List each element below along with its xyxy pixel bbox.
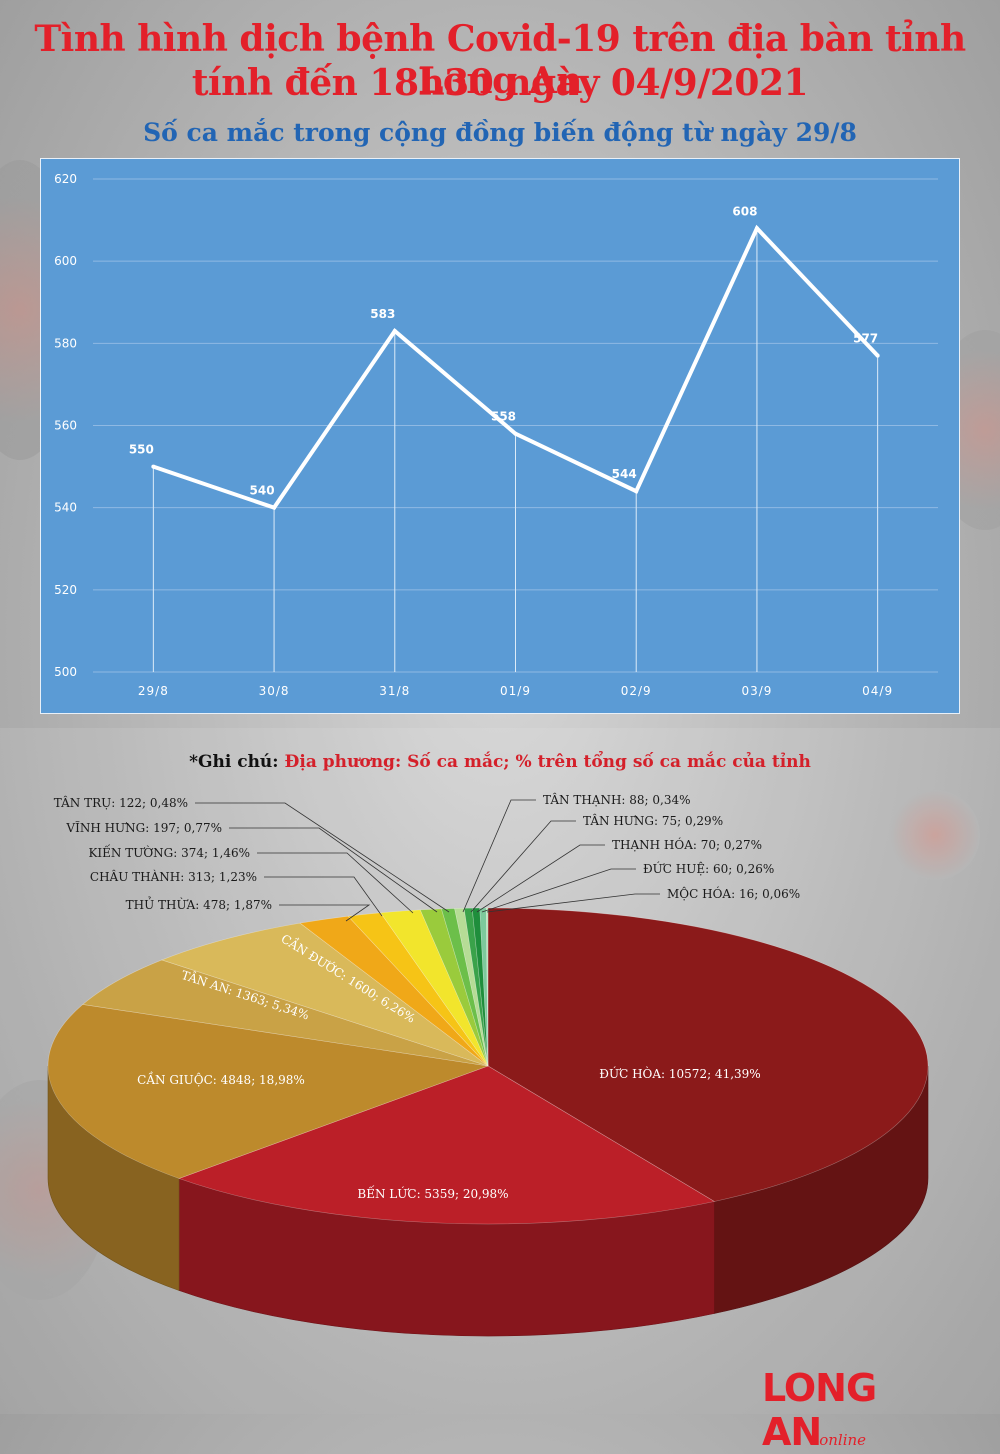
leader-line — [257, 852, 414, 914]
slice-label: CẦN GIUỘC: 4848; 18,98% — [137, 1070, 305, 1087]
y-tick-label: 600 — [54, 254, 77, 268]
pie-slice — [47, 1004, 489, 1179]
background-virus-decoration — [890, 790, 980, 880]
slice-label: TÂN HƯNG: 75; 0,29% — [583, 813, 723, 828]
page-title: Tình hình dịch bệnh Covid-19 trên địa bà… — [34, 18, 966, 102]
pie-chart-note: *Ghi chú: Địa phương: Số ca mắc; % trên … — [0, 752, 1000, 772]
page-title-date: tính đến 18h30 ngày 04/9/2021 — [191, 62, 809, 104]
x-tick-label: 29/8 — [138, 684, 169, 698]
pie-slice — [178, 1065, 716, 1225]
y-tick-label: 620 — [54, 172, 77, 186]
slice-label: THẠNH HÓA: 70; 0,27% — [612, 836, 762, 852]
data-label: 544 — [612, 467, 637, 481]
leader-line — [470, 820, 576, 913]
data-label: 577 — [853, 332, 878, 346]
leader-line — [279, 904, 371, 922]
slice-label: TÂN TRỤ: 122; 0,48% — [54, 795, 188, 810]
pie-slice — [441, 908, 489, 1067]
data-label: 550 — [129, 443, 154, 457]
slice-label: BẾN LỨC: 5359; 20,98% — [357, 1184, 508, 1201]
x-tick-label: 31/8 — [379, 684, 410, 698]
pie-chart: ĐỨC HÒA: 10572; 41,39% BẾN LỨC: 5359; 20,… — [47, 792, 929, 1337]
y-tick-label: 500 — [54, 665, 77, 679]
brand-logo: LONG ANonline — [762, 1366, 992, 1454]
slice-label: CHÂU THÀNH: 313; 1,23% — [90, 869, 257, 884]
pie-slice — [471, 907, 489, 1067]
data-point — [151, 464, 156, 469]
y-tick-label: 560 — [54, 419, 77, 433]
leader-line — [462, 799, 536, 913]
note-value: Địa phương: Số ca mắc; % trên tổng số ca… — [284, 752, 811, 772]
pie-slice — [419, 908, 489, 1067]
x-tick-label: 01/9 — [500, 684, 531, 698]
x-tick-label: 04/9 — [862, 684, 893, 698]
slice-label: ĐỨC HUỆ: 60; 0,26% — [643, 860, 774, 876]
logo-sub-text: online — [819, 1431, 867, 1449]
pie-slice — [487, 907, 929, 1202]
data-label: 608 — [732, 204, 757, 218]
data-point — [513, 431, 518, 436]
leader-line — [195, 802, 450, 913]
data-label: 583 — [370, 307, 395, 321]
data-point — [754, 226, 759, 231]
pie-top — [47, 907, 929, 1225]
leader-line — [476, 844, 605, 913]
slice-label: ĐỨC HÒA: 10572; 41,39% — [599, 1065, 760, 1081]
y-tick-label: 540 — [54, 501, 77, 515]
pie-slice — [82, 959, 489, 1067]
pie-slice — [299, 915, 489, 1067]
slice-label: MỘC HÓA: 16; 0,06% — [667, 885, 800, 901]
pie-slice — [380, 909, 489, 1067]
slice-label: KIẾN TƯỜNG: 374; 1,46% — [88, 843, 250, 860]
pie-slice — [463, 907, 489, 1067]
x-tick-label: 02/9 — [621, 684, 652, 698]
line-chart: 500 520 540 560 580 600 620 550 540 583 558 544 608 5… — [54, 172, 938, 698]
slice-label: TÂN THẠNH: 88; 0,34% — [543, 792, 691, 807]
slice-label: VĨNH HƯNG: 197; 0,77% — [65, 820, 222, 835]
leader-line — [486, 893, 660, 913]
pie-slice — [347, 912, 489, 1067]
slice-label: THỦ THỪA: 478; 1,87% — [126, 895, 272, 912]
x-tick-label: 03/9 — [741, 684, 772, 698]
line-chart-panel: 500 520 540 560 580 600 620 550 540 583 558 544 608 5… — [40, 158, 960, 714]
data-point — [272, 505, 277, 510]
note-key: *Ghi chú: — [189, 752, 285, 772]
line-chart-subtitle: Số ca mắc trong cộng đồng biến động từ n… — [143, 118, 857, 147]
data-point — [875, 353, 880, 358]
x-tick-label: 30/8 — [259, 684, 290, 698]
y-tick-label: 520 — [54, 583, 77, 597]
data-point — [634, 489, 639, 494]
pie-slice — [485, 907, 489, 1067]
pie-slice — [160, 922, 489, 1067]
data-label: 540 — [250, 484, 275, 498]
pie-sides — [47, 1065, 929, 1337]
data-label: 558 — [491, 410, 516, 424]
leader-line — [229, 827, 438, 913]
data-point — [392, 329, 397, 334]
pie-slice — [454, 907, 489, 1067]
leader-line — [264, 876, 383, 917]
y-tick-label: 580 — [54, 336, 77, 350]
leader-line — [481, 868, 636, 913]
